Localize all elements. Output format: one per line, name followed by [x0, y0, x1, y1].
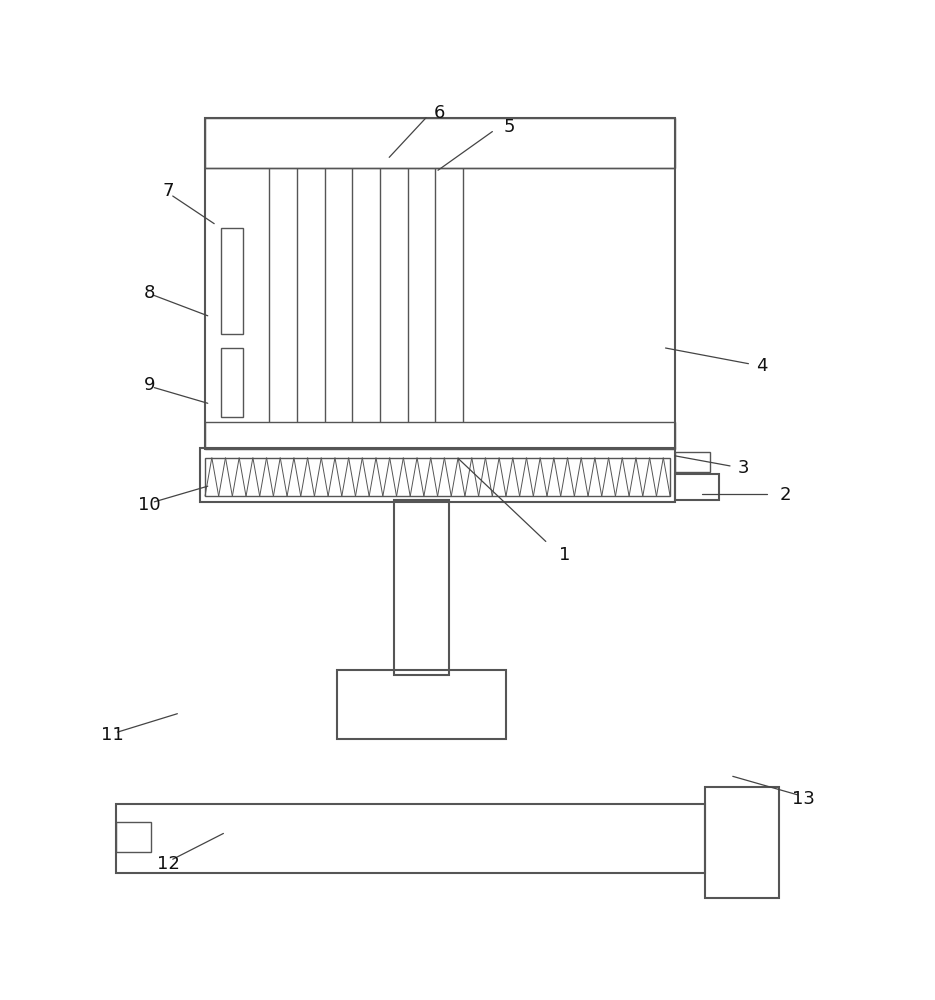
Text: 1: 1: [558, 546, 570, 564]
Text: 11: 11: [102, 726, 124, 744]
Bar: [116, 822, 151, 852]
Text: 6: 6: [434, 104, 446, 122]
Text: 12: 12: [157, 855, 180, 873]
Text: 9: 9: [144, 376, 155, 394]
Text: 13: 13: [792, 790, 815, 808]
Text: 2: 2: [780, 486, 791, 504]
Bar: [205, 422, 675, 449]
Bar: [394, 500, 449, 675]
Bar: [200, 448, 675, 502]
Bar: [337, 670, 506, 739]
Bar: [221, 228, 243, 334]
Bar: [675, 452, 710, 472]
Bar: [221, 348, 243, 417]
Bar: [205, 118, 675, 168]
Text: 8: 8: [144, 284, 155, 302]
Bar: [205, 118, 675, 449]
Text: 10: 10: [138, 496, 161, 514]
Bar: [705, 787, 779, 898]
Text: 5: 5: [503, 118, 514, 136]
Bar: [205, 458, 670, 496]
Text: 7: 7: [163, 182, 174, 200]
Text: 4: 4: [756, 357, 768, 375]
Bar: [675, 474, 719, 500]
Text: 3: 3: [738, 459, 750, 477]
Bar: [116, 804, 705, 873]
